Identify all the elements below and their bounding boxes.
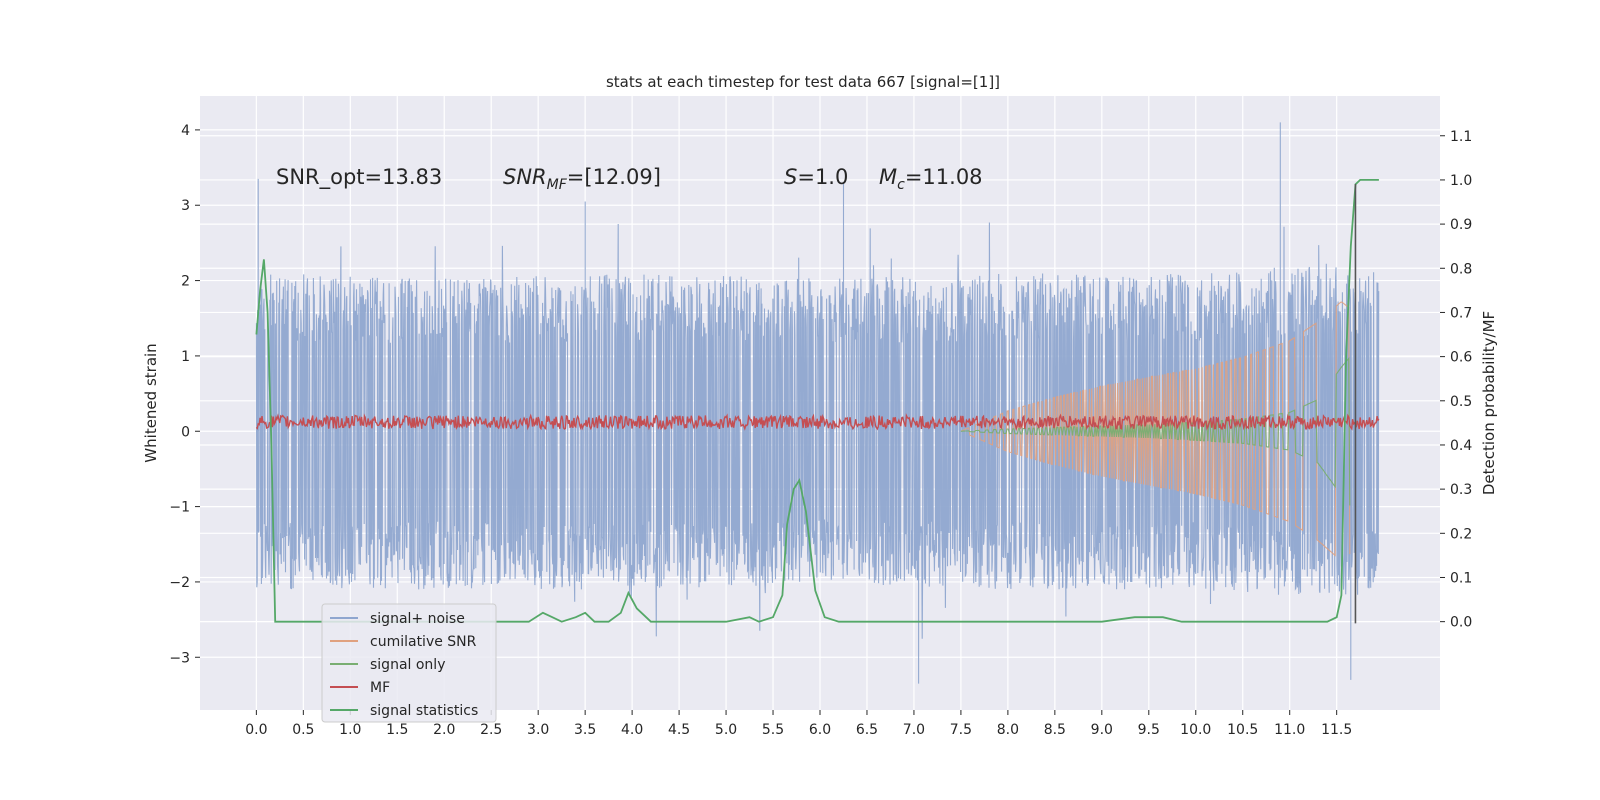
x-tick-label: 6.5 — [856, 722, 878, 738]
legend-box — [321, 603, 497, 723]
mc-label: M — [879, 165, 897, 189]
x-tick-label: 0.0 — [245, 722, 267, 738]
s-value: =1.0 — [797, 165, 848, 189]
left-y-axis-label: Whitened strain — [142, 343, 160, 462]
x-tick-label: 7.5 — [950, 722, 972, 738]
x-tick-label: 8.0 — [997, 722, 1019, 738]
snr-mf-main: SNR — [503, 165, 547, 189]
left-y-tick-label: 4 — [181, 123, 190, 139]
left-y-tick-label: 0 — [181, 424, 190, 440]
x-tick-label: 11.0 — [1274, 722, 1305, 738]
signal-only-line — [960, 356, 1351, 506]
s-label: S — [784, 165, 797, 189]
right-y-tick-label: 0.1 — [1450, 570, 1472, 586]
right-y-tick-label: 0.0 — [1450, 615, 1472, 631]
x-tick-label: 8.5 — [1044, 722, 1066, 738]
snr-mf-value: =[12.09] — [567, 165, 661, 189]
right-y-tick-label: 0.3 — [1450, 482, 1472, 498]
x-tick-label: 6.0 — [809, 722, 831, 738]
x-tick-label: 5.5 — [762, 722, 784, 738]
left-y-axis-ticks: −3 −2 −1 0 1 2 3 4 — [169, 123, 200, 666]
right-y-axis-label: Detection probability/MF — [1480, 311, 1498, 495]
chart-title: stats at each timestep for test data 667… — [606, 73, 1000, 91]
x-tick-label: 11.5 — [1321, 722, 1352, 738]
snr-mf-sub: MF — [547, 177, 568, 193]
x-tick-label: 2.5 — [480, 722, 502, 738]
right-y-tick-label: 0.6 — [1450, 350, 1472, 366]
mf-line — [255, 413, 1380, 432]
mc-value: =11.08 — [905, 165, 983, 189]
snr-mf-annotation: SNRMF=[12.09] — [503, 165, 661, 193]
left-y-tick-label: 2 — [181, 274, 190, 290]
annotations: SNR_opt=13.83 SNRMF=[12.09] S=1.0 Mc=11.… — [276, 165, 983, 193]
x-tick-label: 7.0 — [903, 722, 925, 738]
legend-label: cumilative SNR — [370, 634, 477, 650]
right-y-tick-label: 0.4 — [1450, 438, 1472, 454]
legend-label: signal only — [370, 657, 445, 673]
right-y-tick-label: 0.7 — [1450, 305, 1472, 321]
legend-label: signal statistics — [370, 703, 478, 719]
left-y-tick-label: −1 — [169, 500, 190, 516]
left-y-tick-label: −3 — [169, 650, 190, 666]
right-y-tick-label: 0.9 — [1450, 217, 1472, 233]
snr-opt-annotation: SNR_opt=13.83 — [276, 165, 442, 190]
x-axis-ticks: 0.0 0.5 1.0 1.5 2.0 2.5 3.0 3.5 4.0 4.5 5.0 5.5 6.0 6… — [245, 710, 1352, 738]
x-tick-label: 2.0 — [433, 722, 455, 738]
x-tick-label: 10.0 — [1180, 722, 1211, 738]
x-tick-label: 3.5 — [574, 722, 596, 738]
x-tick-label: 9.5 — [1138, 722, 1160, 738]
right-y-tick-label: 0.5 — [1450, 394, 1472, 410]
mc-sub: c — [897, 177, 905, 193]
x-tick-label: 5.0 — [715, 722, 737, 738]
legend: signal+ noise cumilative SNR signal only MF… — [321, 603, 497, 723]
x-tick-label: 0.5 — [292, 722, 314, 738]
x-tick-label: 10.5 — [1227, 722, 1258, 738]
s-annotation: S=1.0 — [784, 165, 848, 189]
legend-label: signal+ noise — [370, 611, 465, 627]
right-y-tick-label: 1.1 — [1450, 129, 1472, 145]
x-tick-label: 1.0 — [339, 722, 361, 738]
x-tick-label: 1.5 — [386, 722, 408, 738]
x-tick-label: 4.0 — [621, 722, 643, 738]
left-y-tick-label: −2 — [169, 575, 190, 591]
right-y-tick-label: 0.8 — [1450, 261, 1472, 277]
right-y-tick-label: 1.0 — [1450, 173, 1472, 189]
left-y-tick-label: 3 — [181, 198, 190, 214]
right-y-tick-label: 0.2 — [1450, 526, 1472, 542]
x-tick-label: 4.5 — [668, 722, 690, 738]
left-y-tick-label: 1 — [181, 349, 190, 365]
x-tick-label: 3.0 — [527, 722, 549, 738]
x-tick-label: 9.0 — [1091, 722, 1113, 738]
legend-label: MF — [370, 680, 390, 696]
mc-annotation: Mc=11.08 — [879, 165, 983, 193]
right-y-axis-ticks: 0.0 0.1 0.2 0.3 0.4 0.5 0.6 0.7 0.8 0.9 1.0 1.1 — [1440, 129, 1472, 631]
